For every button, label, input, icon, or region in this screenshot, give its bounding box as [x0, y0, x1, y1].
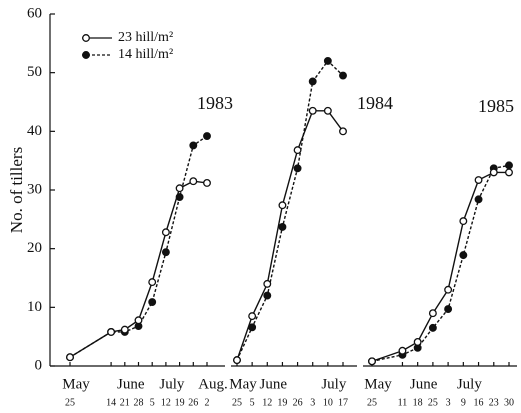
x-tick-label: 30 — [504, 397, 514, 408]
x-tick-label: 25 — [232, 397, 242, 408]
data-point — [107, 328, 116, 336]
y-tick-label: 40 — [27, 123, 42, 139]
panel-title: 1984 — [357, 93, 393, 113]
data-point — [323, 106, 332, 115]
data-point — [148, 298, 157, 307]
month-label: May — [62, 376, 90, 392]
x-tick-label: 12 — [262, 397, 272, 408]
y-axis-label: No. of tillers — [7, 147, 26, 233]
data-point — [189, 141, 198, 150]
x-tick-label: 10 — [323, 397, 333, 408]
x-tick-label: 19 — [175, 397, 185, 408]
data-point — [161, 248, 170, 257]
y-tick-label: 50 — [27, 64, 42, 80]
panel-title: 1985 — [478, 96, 514, 116]
data-point — [489, 168, 498, 177]
data-point — [339, 71, 347, 80]
data-point — [505, 168, 513, 177]
x-tick-label: 3 — [310, 397, 315, 408]
data-point — [428, 323, 437, 332]
series-line — [69, 180, 208, 358]
month-label: June — [260, 376, 288, 392]
series-line — [236, 59, 344, 361]
x-tick-label: 3 — [446, 397, 451, 408]
x-tick-label: 26 — [293, 397, 303, 408]
data-point — [120, 325, 129, 334]
y-tick-label: 60 — [27, 5, 42, 21]
x-tick-label: 19 — [277, 397, 287, 408]
x-tick-label: 5 — [150, 397, 155, 408]
data-point — [505, 161, 513, 170]
month-label: July — [457, 376, 483, 392]
x-tick-label: 18 — [413, 397, 423, 408]
x-tick-label: 5 — [250, 397, 255, 408]
month-label: May — [229, 376, 257, 392]
data-point — [203, 132, 211, 140]
x-tick-label: 9 — [461, 397, 466, 408]
data-point — [413, 337, 422, 346]
x-tick-label: 25 — [428, 397, 438, 408]
panel-title: 1983 — [197, 93, 233, 113]
data-point — [308, 106, 317, 115]
y-tick-label: 30 — [27, 181, 42, 197]
month-label: July — [321, 376, 347, 392]
data-point — [398, 346, 407, 355]
x-tick-label: 21 — [120, 397, 130, 408]
y-tick-label: 0 — [35, 357, 43, 373]
data-point — [293, 146, 302, 155]
legend-marker — [82, 34, 90, 42]
legend-marker — [82, 51, 90, 59]
data-point — [233, 356, 241, 365]
data-point — [278, 223, 287, 231]
x-tick-label: 2 — [205, 397, 210, 408]
data-point — [189, 177, 198, 186]
legend-label: 23 hill/m² — [118, 30, 173, 45]
x-tick-label: 25 — [367, 397, 377, 408]
data-point — [66, 353, 74, 362]
data-point — [134, 316, 143, 325]
month-label: July — [159, 376, 185, 392]
data-point — [459, 251, 468, 260]
data-point — [339, 127, 347, 136]
month-label: June — [410, 376, 438, 392]
data-point — [175, 184, 184, 193]
y-tick-label: 20 — [27, 240, 42, 256]
data-point — [444, 285, 453, 294]
data-point — [161, 228, 170, 237]
x-tick-label: 28 — [134, 397, 144, 408]
x-tick-label: 17 — [338, 397, 348, 408]
x-tick-label: 12 — [161, 397, 171, 408]
x-tick-label: 23 — [489, 397, 499, 408]
data-point — [263, 291, 272, 300]
data-point — [263, 279, 272, 288]
x-tick-label: 26 — [188, 397, 198, 408]
series-line — [236, 110, 344, 361]
x-tick-label: 25 — [65, 397, 75, 408]
x-tick-label: 14 — [106, 397, 116, 408]
data-point — [148, 278, 157, 287]
data-point — [474, 195, 483, 204]
data-point — [428, 309, 437, 318]
series-line — [69, 135, 208, 358]
data-point — [444, 305, 453, 314]
data-point — [248, 312, 257, 321]
legend-label: 14 hill/m² — [118, 47, 173, 62]
data-point — [459, 217, 468, 226]
data-point — [293, 164, 302, 173]
series-line — [371, 164, 510, 362]
data-point — [308, 77, 317, 86]
x-tick-label: 16 — [474, 397, 484, 408]
data-point — [278, 201, 287, 210]
month-label: Aug. — [198, 376, 228, 392]
month-label: May — [364, 376, 392, 392]
month-label: June — [117, 376, 145, 392]
data-point — [323, 56, 332, 65]
data-point — [368, 357, 376, 366]
series-line — [371, 171, 509, 362]
data-point — [474, 176, 483, 184]
data-point — [203, 179, 211, 187]
y-tick-label: 10 — [27, 299, 42, 315]
x-tick-label: 11 — [398, 397, 408, 408]
